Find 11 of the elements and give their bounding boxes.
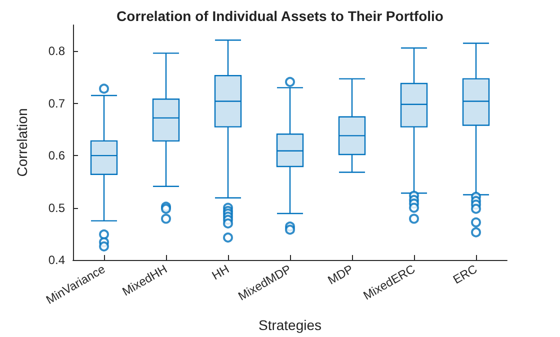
y-tick-label: 0.6 (48, 148, 66, 163)
x-tick-label: ERC (450, 262, 480, 287)
y-tick-label: 0.5 (48, 200, 66, 215)
y-axis-title: Correlation (14, 108, 30, 177)
chart-title: Correlation of Individual Assets to Their Portfolio (116, 8, 444, 24)
x-tick-label: MDP (325, 262, 356, 288)
x-axis-title: Strategies (258, 317, 322, 333)
y-tick-label: 0.8 (48, 44, 66, 58)
y-tick-label: 0.4 (48, 253, 66, 267)
x-tick-label: HH (210, 262, 232, 283)
y-tick-label: 0.7 (48, 96, 66, 110)
